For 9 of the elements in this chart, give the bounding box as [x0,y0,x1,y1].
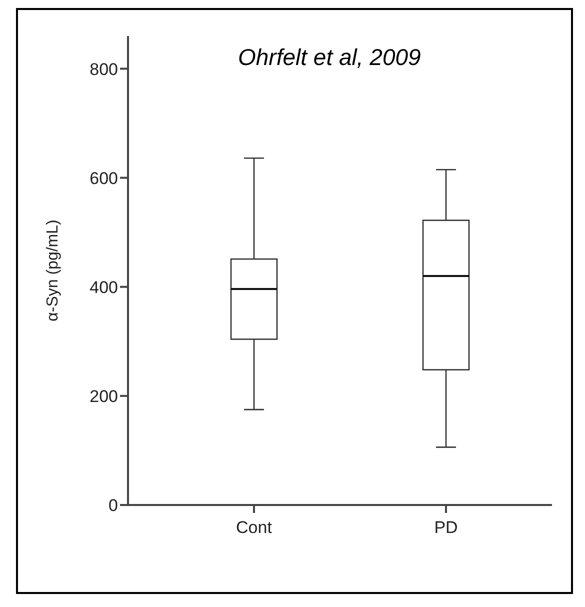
y-axis-title: α-Syn (pg/mL) [44,220,62,322]
y-tick-label: 0 [108,496,118,516]
x-tick-label: Cont [236,518,272,538]
x-tick-label: PD [434,518,458,538]
y-tick-label: 200 [90,386,118,406]
annotation: Ohrfelt et al, 2009 [238,44,421,70]
y-tick-label: 800 [90,60,118,79]
y-tick-label: 400 [90,278,118,297]
y-tick-label: 600 [90,168,118,188]
